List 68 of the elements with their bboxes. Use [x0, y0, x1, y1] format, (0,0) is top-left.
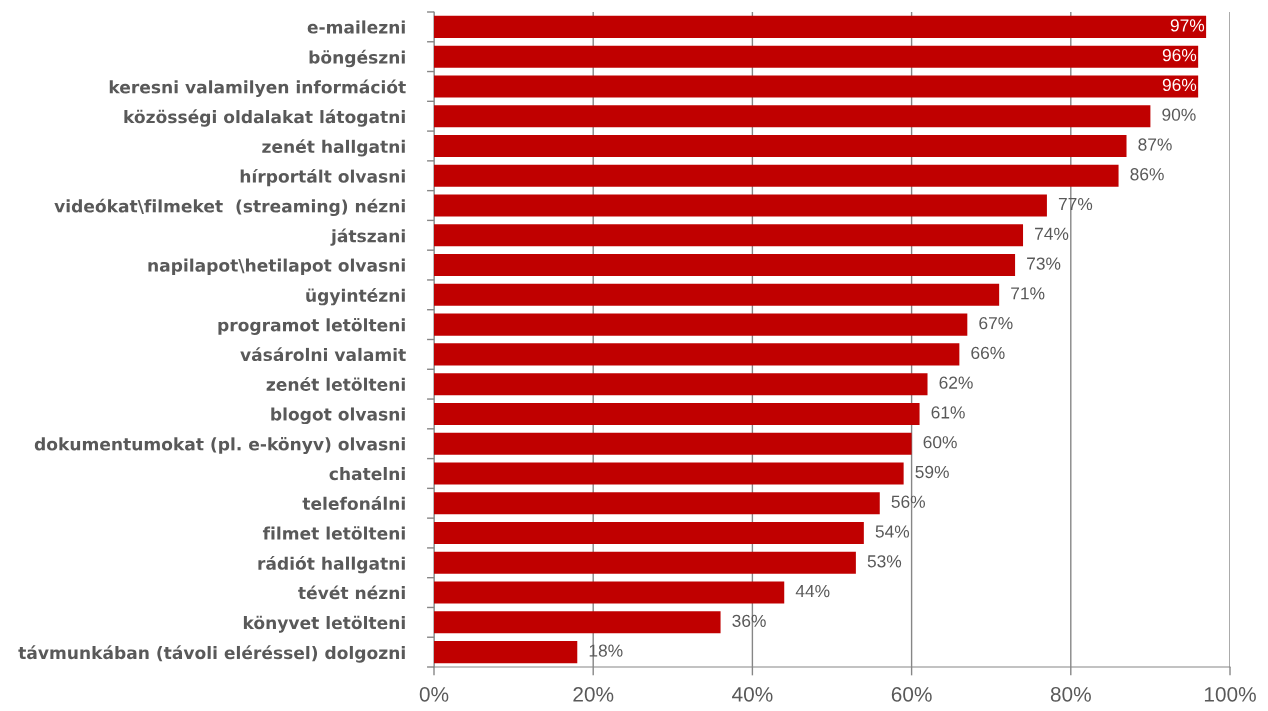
data-label: 61% [931, 406, 965, 419]
bar [434, 641, 578, 664]
bar [434, 373, 928, 396]
y-tick-label: hírportált olvasni [240, 168, 405, 187]
y-tick-label: programot letölteni [218, 318, 405, 335]
y-tick-label: blogot olvasni [271, 407, 405, 425]
y-tick-label: vásárolni valamit [240, 347, 406, 362]
y-tick-label: zenét letölteni [266, 376, 405, 391]
data-label: 71% [1011, 287, 1045, 300]
x-tick-label: 80% [1050, 686, 1091, 702]
x-tick-label: 0% [419, 686, 449, 702]
x-tick-label: 20% [573, 686, 614, 702]
bar [434, 283, 1000, 306]
data-label: 53% [867, 555, 902, 568]
bar [434, 611, 721, 634]
y-tick-label: ügyintézni [306, 288, 405, 306]
data-label: 96% [1162, 49, 1197, 62]
bar [434, 581, 785, 604]
data-label: 74% [1035, 227, 1069, 240]
bar [434, 522, 864, 545]
bar [434, 75, 1199, 98]
bar [434, 313, 968, 336]
data-label: 54% [875, 525, 910, 538]
y-tick-label: böngészni [309, 49, 405, 68]
data-label: 90% [1162, 108, 1196, 121]
data-label: 44% [795, 585, 830, 598]
bar [434, 432, 912, 455]
y-tick-label: napilapot\hetilapot olvasni [148, 258, 405, 276]
bar [434, 164, 1119, 187]
bar [434, 224, 1024, 247]
bar [434, 551, 856, 574]
y-tick-label: közösségi oldalakat látogatni [124, 109, 405, 127]
data-label: 59% [915, 465, 949, 479]
y-tick-label: könyvet letölteni [243, 615, 405, 633]
bar [434, 105, 1151, 128]
y-tick-label: keresni valamilyen információt [109, 79, 406, 97]
bar [434, 462, 904, 485]
bar [434, 45, 1199, 68]
y-tick-label: e-mailezni [307, 20, 405, 34]
y-tick-label: videókat\filmeket (streaming) nézni [54, 198, 405, 217]
data-label: 86% [1130, 168, 1164, 181]
data-label: 66% [971, 346, 1005, 360]
x-tick-label: 40% [732, 686, 773, 702]
y-tick-label: dokumentumokat (pl. e-könyv) olvasni [34, 437, 405, 454]
y-tick-label: játszani [330, 228, 405, 246]
x-tick-label: 60% [891, 686, 932, 702]
y-tick-label: tévét nézni [298, 585, 405, 600]
bar [434, 402, 920, 425]
y-tick-label: távmunkában (távoli eléréssel) dolgozni [18, 645, 405, 663]
data-label: 60% [923, 436, 957, 449]
y-tick-label: filmet letölteni [262, 526, 405, 540]
y-tick-label: zenét hallgatni [262, 139, 405, 157]
x-tick-label: 100% [1204, 686, 1256, 702]
y-tick-label: chatelni [329, 466, 405, 481]
data-label: 73% [1027, 257, 1061, 270]
y-tick-label: telefonálni [302, 496, 405, 510]
bar [434, 134, 1127, 157]
y-tick-label: rádiót hallgatni [258, 555, 405, 574]
data-label: 97% [1170, 19, 1205, 32]
bar [434, 194, 1047, 217]
bar [434, 343, 960, 366]
data-label: 67% [979, 316, 1013, 330]
bar [434, 15, 1207, 38]
data-label: 87% [1138, 138, 1172, 151]
bar [434, 492, 880, 515]
data-label: 96% [1162, 78, 1197, 92]
bar [434, 254, 1016, 277]
data-label: 62% [939, 376, 973, 389]
